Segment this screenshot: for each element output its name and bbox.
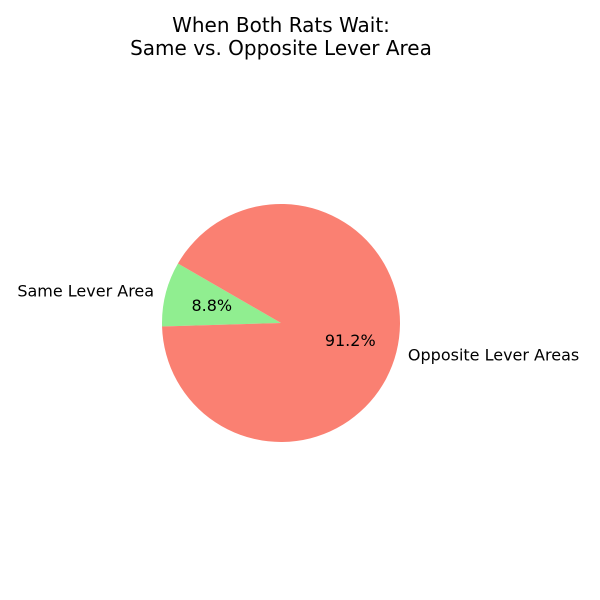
pie-percent-label-0: 8.8%	[191, 296, 232, 315]
chart-title-line-2: Same vs. Opposite Lever Area	[130, 36, 432, 60]
pie-slice-0	[162, 263, 281, 327]
chart-title-line-1: When Both Rats Wait:	[172, 13, 390, 37]
pie-category-label-0: Same Lever Area	[17, 281, 154, 300]
pie-slice-1	[162, 204, 401, 442]
pie-labels: 8.8% Same Lever Area 91.2% Opposite Lever A…	[17, 281, 579, 364]
pie-slices	[162, 204, 401, 442]
pie-category-label-1: Opposite Lever Areas	[408, 346, 579, 365]
pie-percent-label-1: 91.2%	[325, 331, 376, 350]
